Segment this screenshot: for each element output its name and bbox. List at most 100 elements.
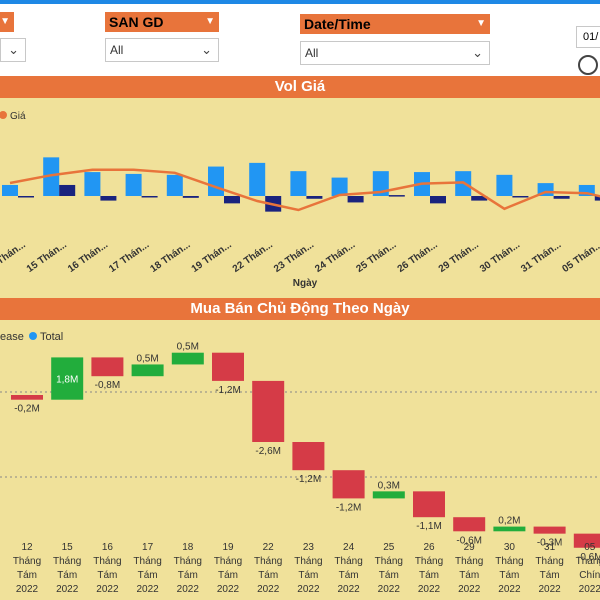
x-tick-label: 2022	[418, 584, 441, 595]
waterfall-bar	[171, 352, 204, 365]
waterfall-bar	[91, 357, 124, 377]
x-tick-label: 30	[504, 542, 516, 553]
x-tick-label: Tám	[459, 570, 479, 581]
data-label: -0,2M	[14, 404, 40, 415]
x-tick-label: 30 Thán...	[478, 239, 522, 275]
san-gd-slicer-header[interactable]: SAN GD ▼	[105, 12, 219, 32]
x-tick-label: 05	[584, 542, 596, 553]
x-tick-label: 23	[303, 542, 315, 553]
legend-label-decrease: ease	[0, 331, 24, 343]
data-label: 0,5M	[177, 342, 199, 353]
vol-bar-sell	[100, 196, 117, 201]
waterfall-bar	[332, 470, 365, 499]
x-tick-label: Tám	[419, 570, 439, 581]
x-tick-label: 25 Thán...	[354, 239, 398, 275]
x-tick-label: 17	[142, 542, 154, 553]
data-label: -1,1M	[416, 521, 442, 532]
chevron-down-icon[interactable]: ▼	[0, 16, 10, 27]
x-tick-label: 26	[423, 542, 435, 553]
vol-bar-buy	[166, 174, 183, 196]
vol-bar-buy	[331, 177, 348, 196]
x-tick-label: Tháng	[254, 556, 282, 567]
x-tick-label: 24 Thán...	[313, 239, 357, 275]
slicer-header-partial: ▼	[0, 12, 14, 32]
x-tick-label: 22	[263, 542, 275, 553]
x-tick-label: 18	[182, 542, 194, 553]
x-tick-label: Chín	[579, 570, 600, 581]
waterfall-bar	[212, 352, 244, 381]
x-tick-label: 31	[544, 542, 556, 553]
x-tick-label: 29 Thán...	[437, 239, 481, 275]
vol-bar-sell	[306, 196, 323, 199]
radio-toggle[interactable]	[578, 55, 598, 75]
x-tick-label: Tháng	[13, 556, 41, 567]
legend-marker-gia	[0, 111, 7, 119]
x-tick-label: 19 Thán...	[190, 239, 234, 275]
x-tick-label: 2022	[56, 584, 79, 595]
mua-ban-title: Mua Bán Chủ Động Theo Ngày	[0, 298, 600, 320]
x-tick-label: 26 Thán...	[396, 239, 440, 275]
x-tick-label: 2022	[337, 584, 360, 595]
x-tick-label: 2022	[579, 584, 600, 595]
x-tick-label: Tám	[298, 570, 318, 581]
waterfall-bar	[453, 517, 486, 532]
waterfall-bar	[11, 395, 43, 400]
waterfall-bar	[533, 526, 566, 534]
top-accent-bar	[0, 0, 600, 4]
waterfall-bar	[493, 526, 526, 532]
x-tick-label: Tháng	[535, 556, 563, 567]
vol-bar-buy	[2, 184, 18, 196]
x-tick-label: 24	[343, 542, 355, 553]
san-gd-value: All	[110, 43, 124, 57]
data-label: 1,8M	[56, 375, 78, 386]
x-tick-label: 2022	[378, 584, 401, 595]
x-tick-label: Tám	[499, 570, 519, 581]
x-tick-label: 2022	[257, 584, 280, 595]
data-label: -0,8M	[95, 380, 121, 391]
x-tick-label: 16	[102, 542, 114, 553]
x-tick-label: 16 Thán...	[66, 239, 110, 275]
x-tick-label: 2022	[458, 584, 481, 595]
x-tick-label: 2022	[538, 584, 561, 595]
x-tick-label: Tháng	[576, 556, 600, 567]
data-label: -0,6M	[577, 552, 600, 563]
x-tick-label: 2022	[136, 584, 159, 595]
waterfall-bar	[252, 380, 285, 442]
san-gd-label: SAN GD	[109, 14, 164, 30]
x-tick-label: Tháng	[455, 556, 483, 567]
x-tick-label: Tháng	[133, 556, 161, 567]
vol-bar-buy	[372, 171, 389, 196]
filter-panel: ▼ ⌄ SAN GD ▼ All ⌄ Date/Time ▼ All ⌄ 01/	[0, 4, 600, 76]
vol-bar-buy	[249, 162, 266, 196]
x-tick-label: Tháng	[495, 556, 523, 567]
x-tick-label: Tám	[540, 570, 560, 581]
vol-bar-buy	[290, 171, 307, 196]
partial-dropdown[interactable]: ⌄	[0, 38, 26, 62]
waterfall-bar	[51, 357, 84, 400]
x-tick-label: Tháng	[294, 556, 322, 567]
x-tick-label: 23 Thán...	[272, 239, 316, 275]
san-gd-dropdown[interactable]: All ⌄	[105, 38, 219, 62]
vol-bar-sell	[553, 196, 570, 199]
price-line	[9, 168, 600, 212]
waterfall-bar	[413, 491, 445, 518]
date-time-dropdown[interactable]: All ⌄	[300, 41, 490, 65]
chevron-down-icon: ⌄	[8, 42, 19, 57]
date-input[interactable]: 01/	[576, 26, 600, 48]
vol-bar-buy	[578, 184, 595, 196]
x-tick-label: Tháng	[93, 556, 121, 567]
x-tick-label: Tháng	[53, 556, 81, 567]
x-tick-label: Tám	[258, 570, 278, 581]
date-time-value: All	[305, 46, 319, 60]
vol-gia-title: Vol Giá	[0, 76, 600, 98]
x-tick-label: 12	[21, 542, 33, 553]
vol-bar-buy	[496, 174, 513, 196]
chevron-down-icon[interactable]: ▼	[205, 16, 215, 27]
vol-bar-sell	[18, 196, 34, 198]
date-time-slicer-header[interactable]: Date/Time ▼	[300, 14, 490, 34]
x-tick-label: Tám	[97, 570, 117, 581]
vol-bar-sell	[388, 195, 405, 197]
x-tick-label: 18 Thán...	[148, 239, 192, 275]
data-label: -0,3M	[537, 538, 563, 549]
chevron-down-icon[interactable]: ▼	[476, 18, 486, 29]
